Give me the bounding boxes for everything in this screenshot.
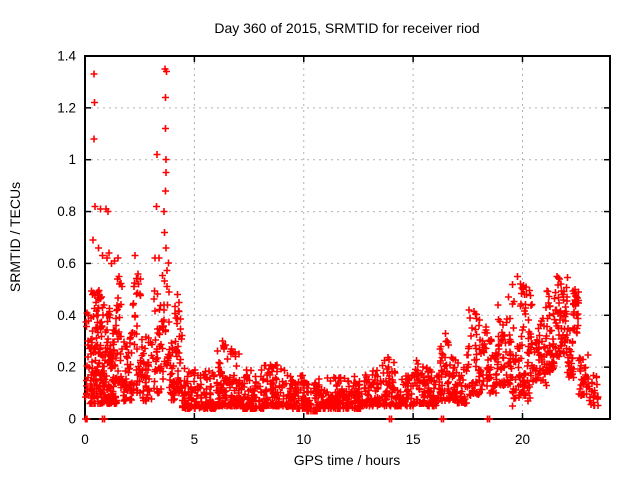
x-tick-label: 0	[81, 432, 89, 447]
x-tick-label: 15	[406, 432, 421, 447]
x-tick-label: 10	[296, 432, 311, 447]
y-tick-label: 0.4	[57, 308, 76, 323]
y-tick-label: 1.4	[57, 49, 76, 64]
x-tick-label: 20	[515, 432, 530, 447]
y-tick-label: 1	[68, 152, 76, 167]
y-axis-label: SRMTID / TECUs	[7, 182, 23, 292]
y-tick-label: 0.6	[57, 256, 76, 271]
axes	[84, 55, 611, 420]
tick-labels: 0 5 10 15 20 0 0.2 0.4 0.6 0.8 1 1.2 1.4	[57, 49, 530, 448]
chart-title: Day 360 of 2015, SRMTID for receiver rio…	[214, 20, 479, 36]
y-tick-label: 1.2	[57, 100, 76, 115]
y-tick-label: 0.8	[57, 204, 76, 219]
x-tick-label: 5	[191, 432, 199, 447]
plot-border	[84, 55, 611, 420]
x-axis-label: GPS time / hours	[294, 452, 401, 468]
y-tick-label: 0.2	[57, 360, 76, 375]
y-tick-label: 0	[68, 412, 76, 427]
scatter-points	[82, 65, 602, 423]
grid-lines	[85, 56, 610, 419]
